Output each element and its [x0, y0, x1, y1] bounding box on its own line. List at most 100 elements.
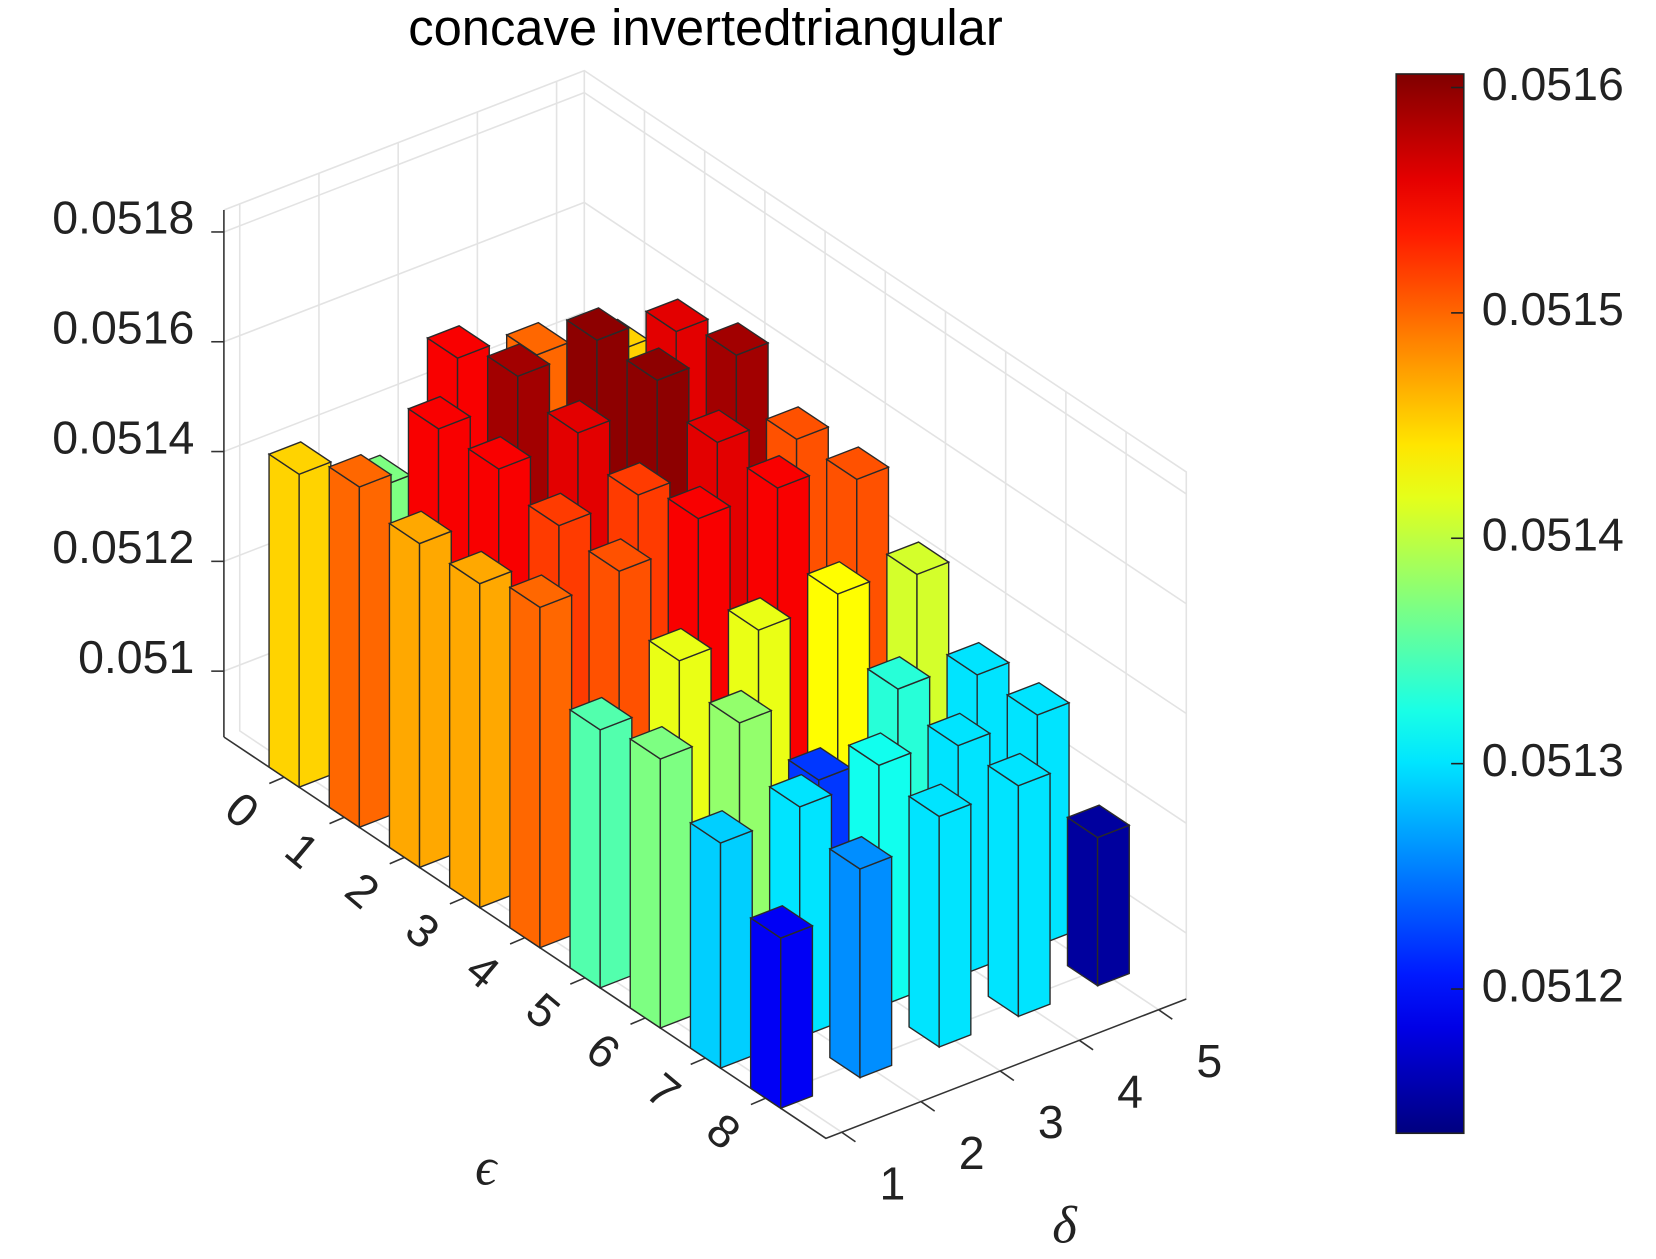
bar-top [628, 725, 694, 760]
colorbar [1395, 73, 1465, 1135]
x-tick [268, 776, 285, 785]
z-tick-label: 0.051 [78, 631, 194, 683]
bar-face [689, 821, 722, 1070]
bar-face [509, 586, 541, 949]
colorbar-tick-label: 0.0513 [1482, 734, 1624, 786]
x-tick-label: 1 [276, 822, 329, 878]
x-tick [569, 977, 586, 985]
bar-top [1065, 804, 1131, 839]
bar-top [885, 541, 951, 576]
x-tick [449, 896, 466, 905]
y-tick-label: 5 [1196, 1035, 1222, 1087]
bar-top [866, 655, 932, 690]
chart-title: concave invertedtriangular [408, 0, 1003, 56]
y-tick [920, 1100, 936, 1112]
bar-face [829, 847, 861, 1079]
bar-top [644, 298, 710, 333]
y-tick [1078, 1039, 1094, 1051]
bar-top [647, 627, 713, 662]
bar-face [358, 473, 392, 829]
bar-face [599, 716, 633, 989]
bar [568, 696, 634, 990]
bar-face [448, 562, 481, 909]
y-axis-label: δ [1052, 1197, 1078, 1255]
bar-face [1066, 816, 1099, 988]
x-tick [329, 816, 345, 825]
bar-top [666, 485, 732, 520]
bar-face [749, 916, 782, 1110]
z-tick-label: 0.0516 [52, 301, 194, 353]
x-tick-label: 2 [336, 862, 389, 918]
bar [628, 725, 694, 1030]
bar-face [1096, 824, 1130, 987]
bar-face [629, 737, 662, 1030]
bar-top [486, 343, 551, 378]
z-tick-label: 0.0512 [52, 521, 194, 573]
bar-top [688, 809, 754, 844]
bar-face [328, 465, 361, 829]
x-tick-label: 6 [577, 1023, 630, 1079]
bar [327, 453, 393, 829]
bar-face [539, 594, 573, 949]
bar [508, 574, 574, 949]
bar [986, 752, 1052, 1018]
x-tick [630, 1017, 646, 1026]
x-tick [509, 936, 526, 945]
bar-face [859, 855, 893, 1079]
x-axis-label: ϵ [475, 1138, 498, 1196]
bar-face [659, 745, 693, 1029]
bar [387, 510, 453, 869]
y-tick-label: 2 [959, 1127, 985, 1179]
wall-edge [223, 69, 1188, 999]
floor-axes [223, 736, 1187, 1140]
bar [749, 904, 814, 1110]
bar [688, 809, 754, 1070]
y-tick-label: 1 [880, 1157, 906, 1209]
bar-top [448, 550, 513, 585]
colorbar-tick-label: 0.0516 [1482, 58, 1624, 110]
y-tick-label: 3 [1038, 1096, 1064, 1148]
bar-top [768, 773, 833, 808]
bar-face [388, 522, 421, 869]
bar-face [298, 461, 332, 789]
bar-top [825, 446, 890, 481]
bar-face [418, 530, 452, 869]
bar-top [945, 641, 1011, 676]
bar-top [806, 560, 871, 595]
bar-top [986, 752, 1052, 787]
x-tick [690, 1057, 706, 1066]
y-tick [999, 1070, 1015, 1082]
bar-top [387, 510, 453, 545]
bar-top [625, 347, 691, 382]
colorbar-tick-label: 0.0515 [1482, 283, 1624, 335]
bar-face [719, 829, 753, 1070]
bar-top [828, 835, 894, 870]
bar-face [569, 708, 601, 990]
bar [828, 835, 894, 1079]
bar-face [1017, 772, 1051, 1018]
z-tick-label: 0.0518 [52, 192, 194, 244]
bar-top [267, 441, 333, 476]
bar-top [546, 399, 612, 434]
bar-top [704, 322, 770, 356]
x-tick-label: 5 [517, 983, 570, 1039]
y-tick [1158, 1009, 1173, 1020]
y-tick-label: 4 [1117, 1066, 1143, 1118]
bar-top [1005, 681, 1071, 716]
bar-top [685, 409, 751, 444]
bar-top [726, 597, 792, 631]
bar [448, 550, 513, 909]
bar-top [907, 783, 973, 818]
bar-top [749, 904, 814, 939]
bar-top [847, 732, 913, 767]
bar-face [987, 764, 1020, 1018]
bar [267, 441, 333, 789]
bar-top [764, 406, 830, 440]
bar-top [707, 689, 773, 724]
bar-top [425, 325, 491, 359]
bar-face [908, 795, 940, 1049]
bar-top [467, 435, 532, 470]
x-tick [389, 856, 405, 865]
bar-top [327, 453, 393, 488]
